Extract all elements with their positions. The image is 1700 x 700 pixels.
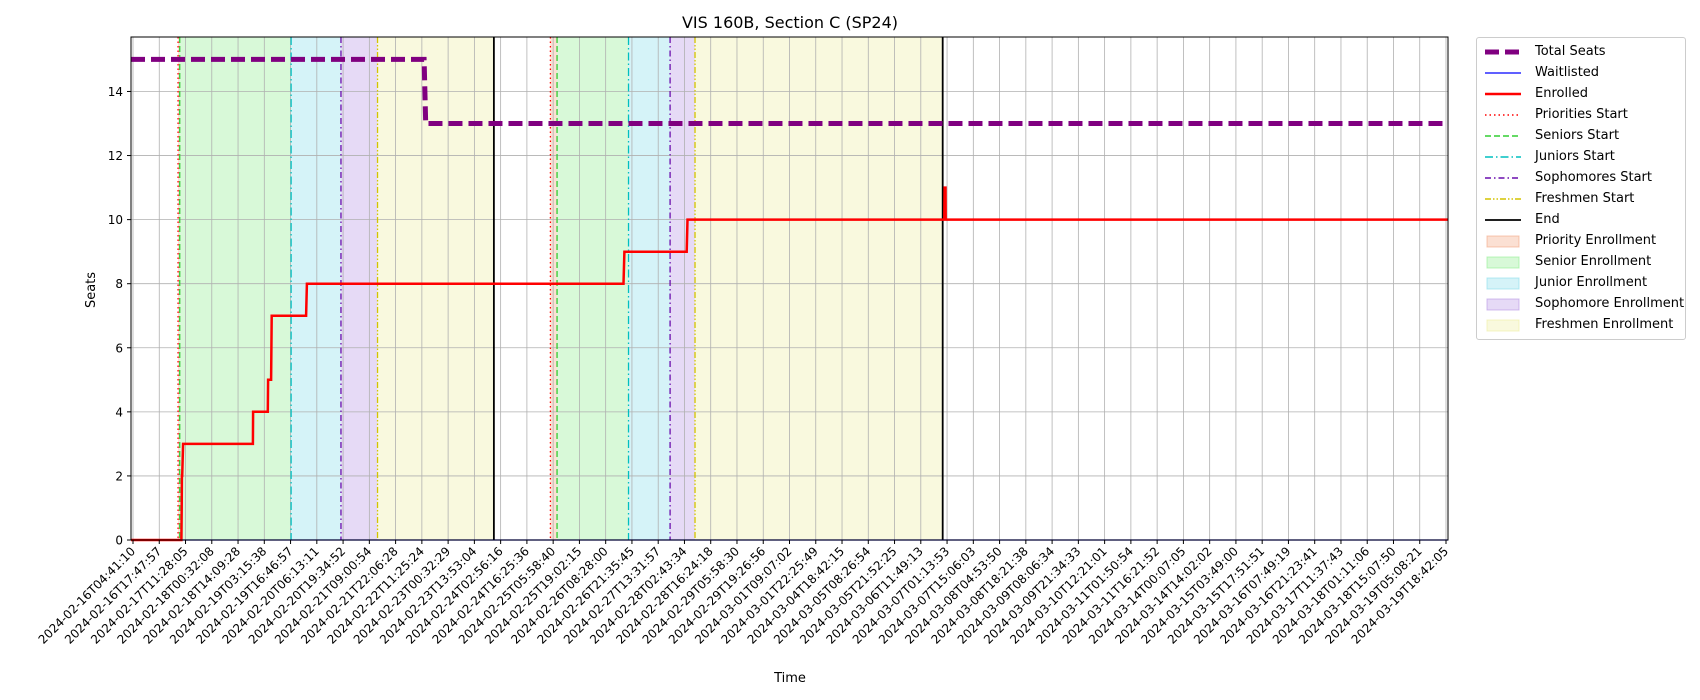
legend-item: Seniors Start [1477, 125, 1685, 146]
legend-item: Total Seats [1477, 41, 1685, 62]
y-axis-label: Seats [84, 272, 99, 308]
legend-swatch [1485, 71, 1521, 74]
legend-label: Juniors Start [1535, 149, 1615, 164]
y-tick-label: 12 [108, 149, 123, 163]
legend-item: Priorities Start [1477, 104, 1685, 125]
legend-swatch [1485, 92, 1521, 95]
legend-label: Priorities Start [1535, 107, 1628, 122]
legend-swatch [1485, 197, 1521, 200]
legend-label: Priority Enrollment [1535, 233, 1657, 248]
series-line [131, 186, 1448, 542]
legend-item: End [1477, 209, 1685, 230]
span-rect [550, 37, 558, 540]
legend-swatch [1485, 176, 1521, 179]
legend-swatch-fill [1486, 235, 1520, 247]
legend-item: Sophomores Start [1477, 167, 1685, 188]
legend-item: Sophomore Enrollment [1477, 293, 1685, 314]
legend-label: Freshmen Enrollment [1535, 317, 1674, 332]
legend-swatch [1485, 155, 1521, 158]
span-rect [178, 37, 180, 540]
y-tick-label: 6 [115, 341, 123, 355]
legend-item: Enrolled [1477, 83, 1685, 104]
legend-swatch [1486, 298, 1520, 310]
span-rect [628, 37, 671, 540]
legend-item: Freshmen Start [1477, 188, 1685, 209]
y-tick-label: 14 [108, 85, 123, 99]
legend-swatch-fill [1486, 298, 1520, 310]
legend-swatch [1486, 256, 1520, 268]
legend-label: Freshmen Start [1535, 191, 1635, 206]
span-rect [179, 37, 292, 540]
legend-label: Sophomore Enrollment [1535, 296, 1685, 311]
enrollment-spans [178, 37, 943, 540]
legend-swatch [1486, 235, 1520, 247]
y-tick-label: 4 [115, 405, 123, 419]
span-rect [695, 37, 943, 540]
span-rect [291, 37, 341, 540]
grid-lines [131, 37, 1448, 541]
legend-item: Waitlisted [1477, 62, 1685, 83]
phase-markers [177, 37, 944, 540]
span-rect [340, 37, 378, 540]
legend-swatch-fill [1486, 277, 1520, 289]
legend-swatch [1485, 134, 1521, 137]
series-line [131, 56, 1448, 126]
legend-label: Sophomores Start [1535, 170, 1652, 185]
chart-title: VIS 160B, Section C (SP24) [682, 13, 898, 32]
span-rect [377, 37, 494, 540]
legend-label: Waitlisted [1535, 65, 1600, 80]
legend-swatch [1486, 277, 1520, 289]
legend-label: Junior Enrollment [1535, 275, 1648, 290]
x-axis-label: Time [773, 671, 806, 686]
y-tick-label: 0 [115, 534, 123, 548]
y-tick-label: 2 [115, 469, 123, 483]
legend-item: Junior Enrollment [1477, 272, 1685, 293]
legend-swatch [1485, 218, 1521, 221]
y-tick-label: 10 [108, 213, 123, 227]
legend-item: Juniors Start [1477, 146, 1685, 167]
legend-swatch [1485, 49, 1521, 54]
legend-item: Priority Enrollment [1477, 230, 1685, 251]
legend-swatch [1485, 113, 1521, 116]
legend-swatch [1486, 319, 1520, 331]
legend-label: Enrolled [1535, 86, 1588, 101]
span-rect [557, 37, 629, 540]
axes: 024681012142024-02-16T04:41:102024-02-16… [36, 36, 1451, 647]
legend-item: Senior Enrollment [1477, 251, 1685, 272]
legend-label: Senior Enrollment [1535, 254, 1652, 269]
y-tick-label: 8 [115, 277, 123, 291]
legend-label: Total Seats [1535, 44, 1606, 59]
legend-swatch-fill [1486, 256, 1520, 268]
legend-label: Seniors Start [1535, 128, 1620, 143]
legend-swatch-fill [1486, 319, 1520, 331]
legend-label: End [1535, 212, 1560, 227]
legend: Total Seats Waitlisted Enrolled Priorities … [1476, 37, 1686, 340]
legend-item: Freshmen Enrollment [1477, 314, 1685, 335]
span-rect [670, 37, 696, 540]
